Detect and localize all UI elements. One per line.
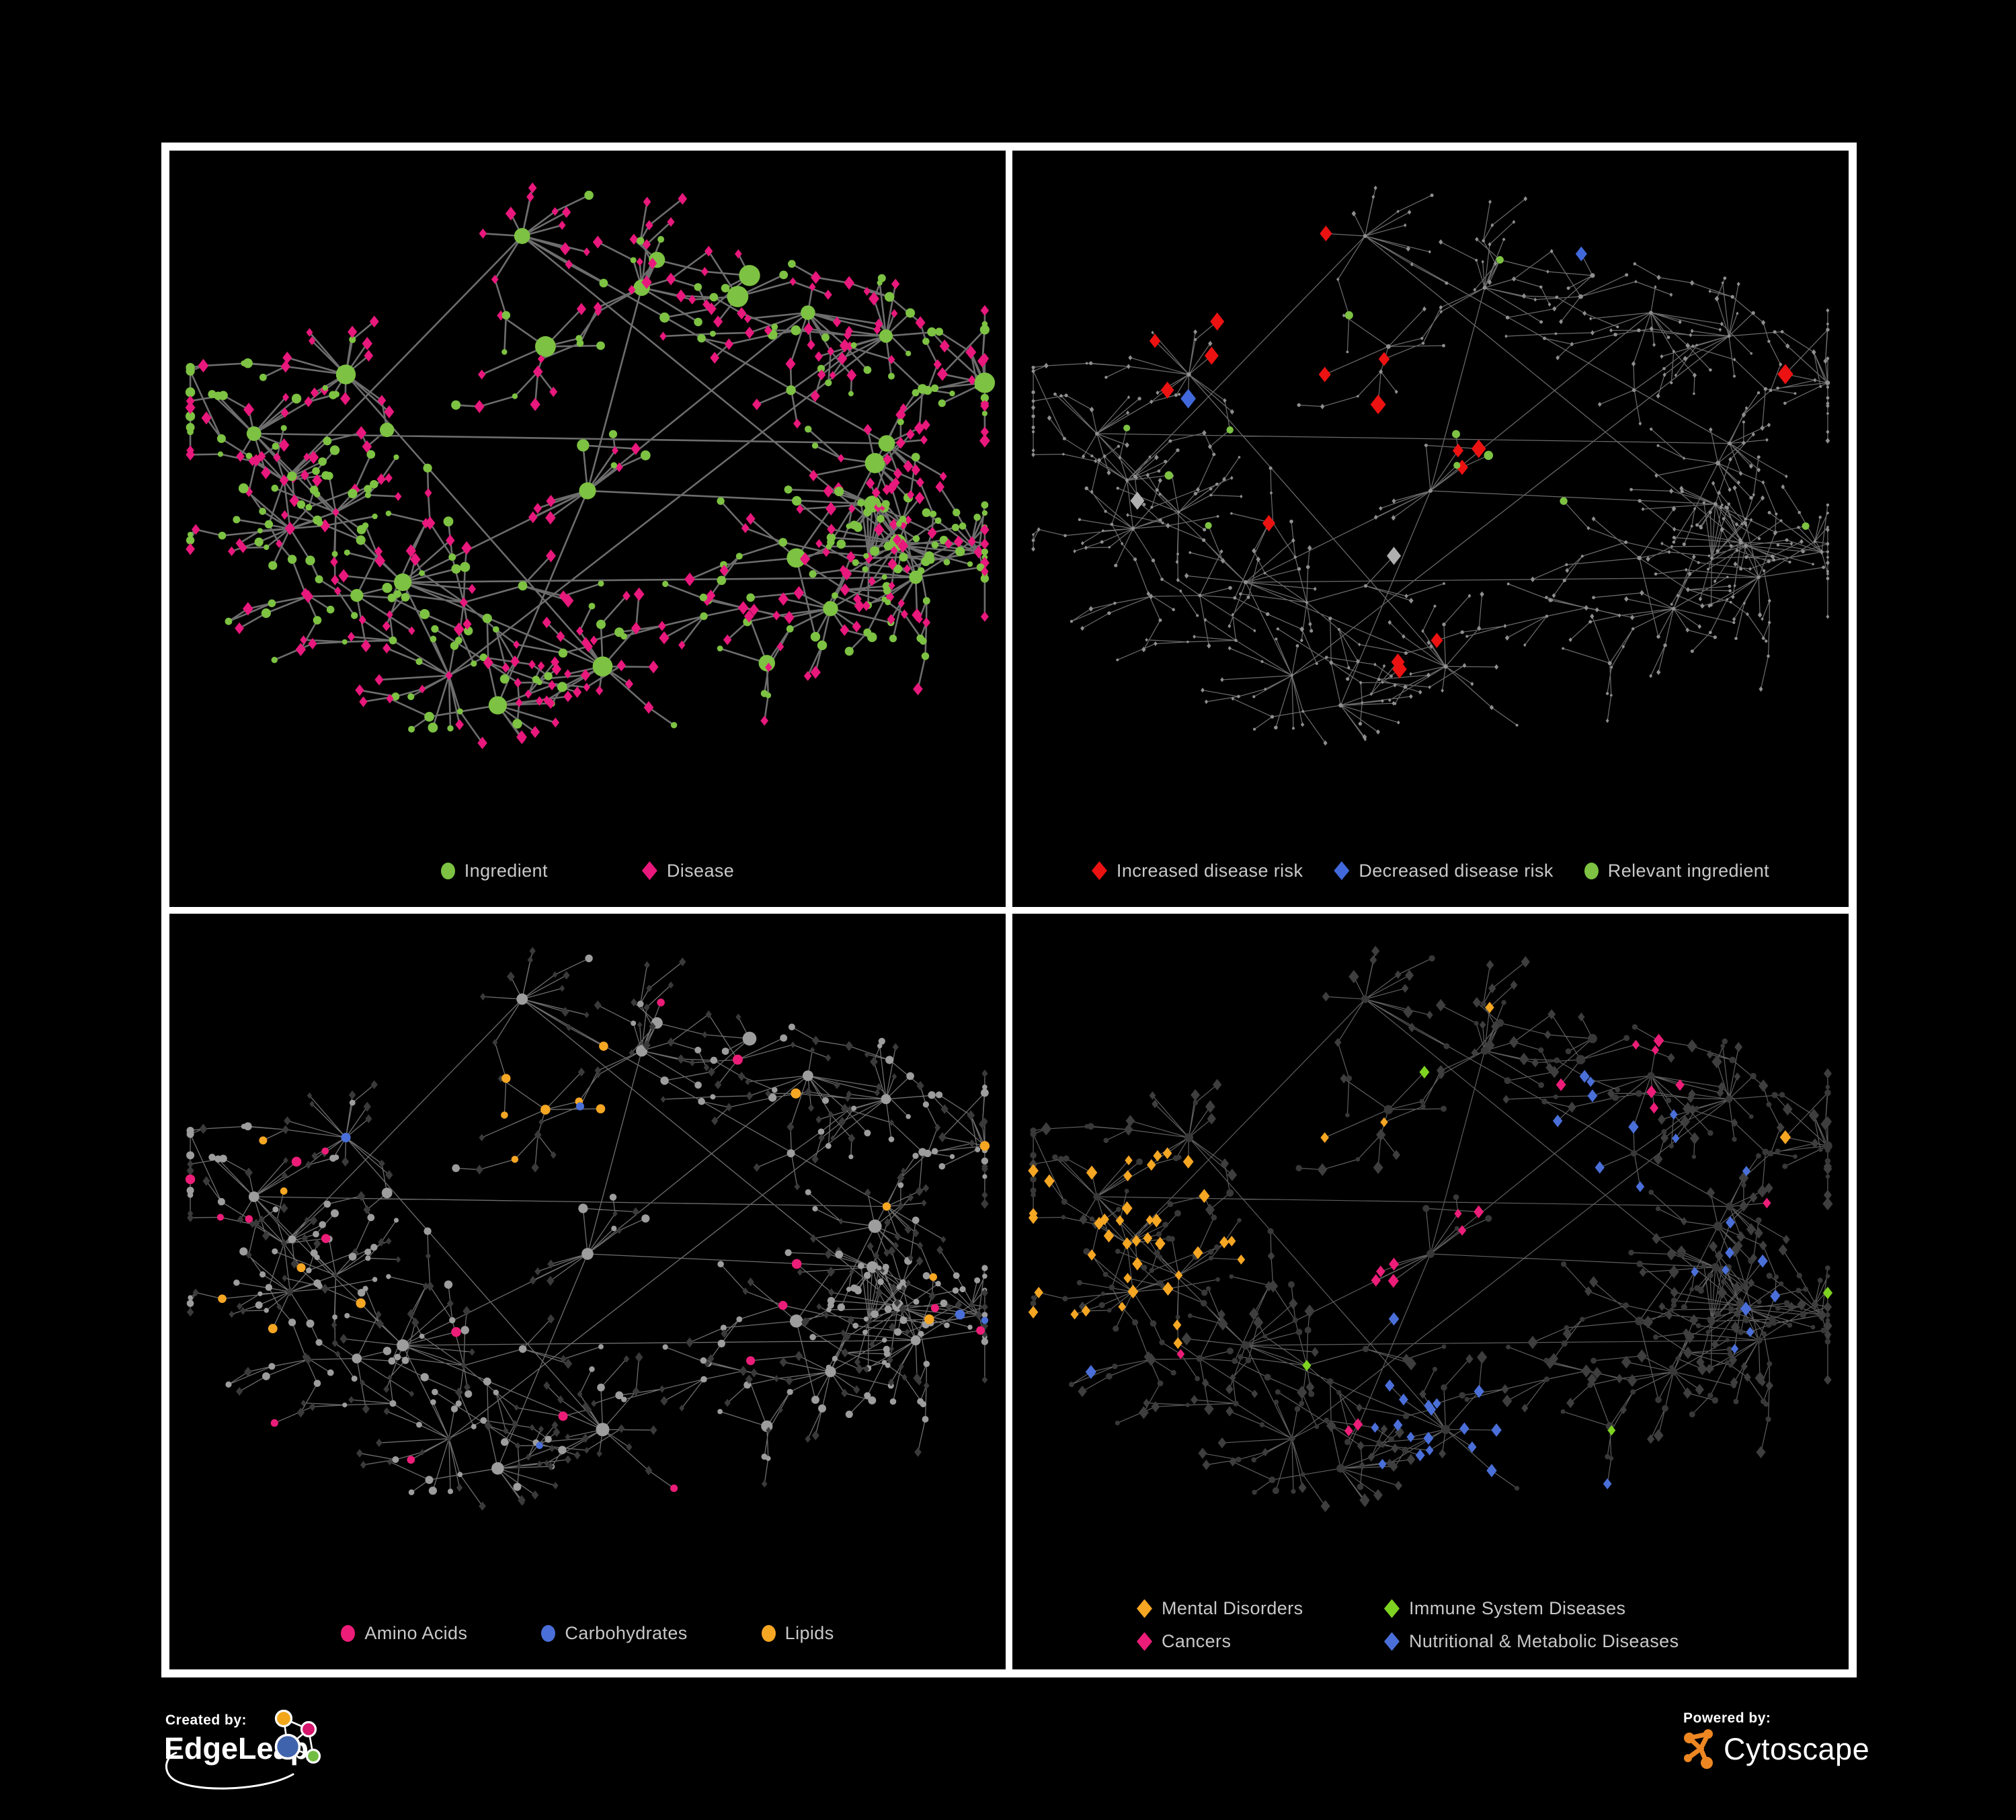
disease-diamond-icon — [641, 861, 657, 880]
legend-item-disease: Disease — [641, 860, 735, 881]
cytoscape-wordmark: Cytoscape — [1724, 1732, 1870, 1766]
decreased-risk-diamond-icon — [1334, 861, 1350, 880]
legend-label: Carbohydrates — [565, 1623, 688, 1643]
network-graph-chemical-classes — [185, 947, 990, 1511]
legend-label: Immune System Diseases — [1409, 1598, 1626, 1618]
nutritional-metabolic-diamond-icon — [1384, 1632, 1400, 1651]
legend-disease-risk: Increased disease risk Decreased disease… — [1012, 861, 1849, 881]
mental-disorders-diamond-icon — [1137, 1599, 1152, 1618]
legend-ingredient-disease: Ingredient Disease — [169, 861, 1006, 881]
legend-item-cancers: Cancers — [1137, 1631, 1384, 1652]
network-graph-ingredient-disease — [185, 182, 996, 750]
panel-disease-risk: Increased disease risk Decreased disease… — [1012, 151, 1849, 907]
carbohydrates-circle-icon — [541, 1625, 556, 1642]
legend-item-lipids: Lipids — [761, 1623, 834, 1644]
legend-label: Lipids — [784, 1623, 834, 1643]
panel-ingredient-disease: Ingredient Disease — [169, 151, 1006, 907]
legend-label: Ingredient — [464, 860, 548, 881]
legend-item-carbohydrates: Carbohydrates — [541, 1623, 687, 1644]
edgeleap-credit-block: Created by: EdgeLeap — [161, 1710, 343, 1797]
amino-acids-circle-icon — [341, 1625, 356, 1642]
legend-item-increased-risk: Increased disease risk — [1091, 860, 1303, 881]
cytoscape-logo-icon — [1684, 1729, 1713, 1769]
legend-item-ingredient: Ingredient — [440, 860, 548, 881]
powered-by-label: Powered by: — [1683, 1710, 1771, 1726]
increased-risk-diamond-icon — [1091, 861, 1107, 880]
legend-label: Mental Disorders — [1162, 1598, 1303, 1618]
network-graph-disease-risk — [1031, 186, 1830, 746]
ingredient-circle-icon — [440, 862, 455, 879]
cancers-diamond-icon — [1137, 1632, 1152, 1651]
lipids-circle-icon — [761, 1625, 776, 1642]
panel-chemical-classes: Amino Acids Carbohydrates Lipids — [169, 913, 1006, 1669]
panel-grid: Ingredient Disease Increased disease ris… — [169, 151, 1849, 1669]
legend-label: Nutritional & Metabolic Diseases — [1409, 1631, 1679, 1651]
created-by-label: Created by: — [165, 1712, 247, 1728]
legend-label: Decreased disease risk — [1359, 860, 1554, 881]
figure-canvas: Ingredient Disease Increased disease ris… — [161, 143, 1857, 1677]
legend-label: Relevant ingredient — [1607, 860, 1770, 881]
legend-label: Increased disease risk — [1116, 860, 1303, 881]
legend-item-amino-acids: Amino Acids — [341, 1623, 467, 1644]
legend-label: Amino Acids — [364, 1623, 468, 1643]
cytoscape-brand-row: Cytoscape — [1682, 1728, 1869, 1771]
legend-disease-categories: Mental Disorders Immune System Diseases … — [1137, 1598, 1679, 1652]
immune-system-diseases-diamond-icon — [1384, 1599, 1400, 1618]
legend-item-relevant-ingredient: Relevant ingredient — [1584, 861, 1769, 881]
legend-chemical-classes: Amino Acids Carbohydrates Lipids — [169, 1623, 1006, 1644]
legend-item-mental-disorders: Mental Disorders — [1137, 1598, 1384, 1619]
legend-item-nutritional-metabolic-diseases: Nutritional & Metabolic Diseases — [1384, 1631, 1679, 1652]
legend-label: Cancers — [1162, 1631, 1232, 1651]
legend-item-decreased-risk: Decreased disease risk — [1334, 861, 1553, 881]
relevant-ingredient-circle-icon — [1584, 862, 1599, 879]
network-graph-disease-categories — [1028, 945, 1833, 1512]
edgeleap-wordmark: EdgeLeap — [164, 1731, 309, 1766]
cytoscape-credit-block: Powered by: Cytoscape — [1679, 1708, 1869, 1795]
legend-item-immune-system-diseases: Immune System Diseases — [1384, 1598, 1679, 1619]
panel-disease-categories: Mental Disorders Immune System Diseases … — [1012, 913, 1849, 1669]
legend-label: Disease — [666, 860, 735, 881]
